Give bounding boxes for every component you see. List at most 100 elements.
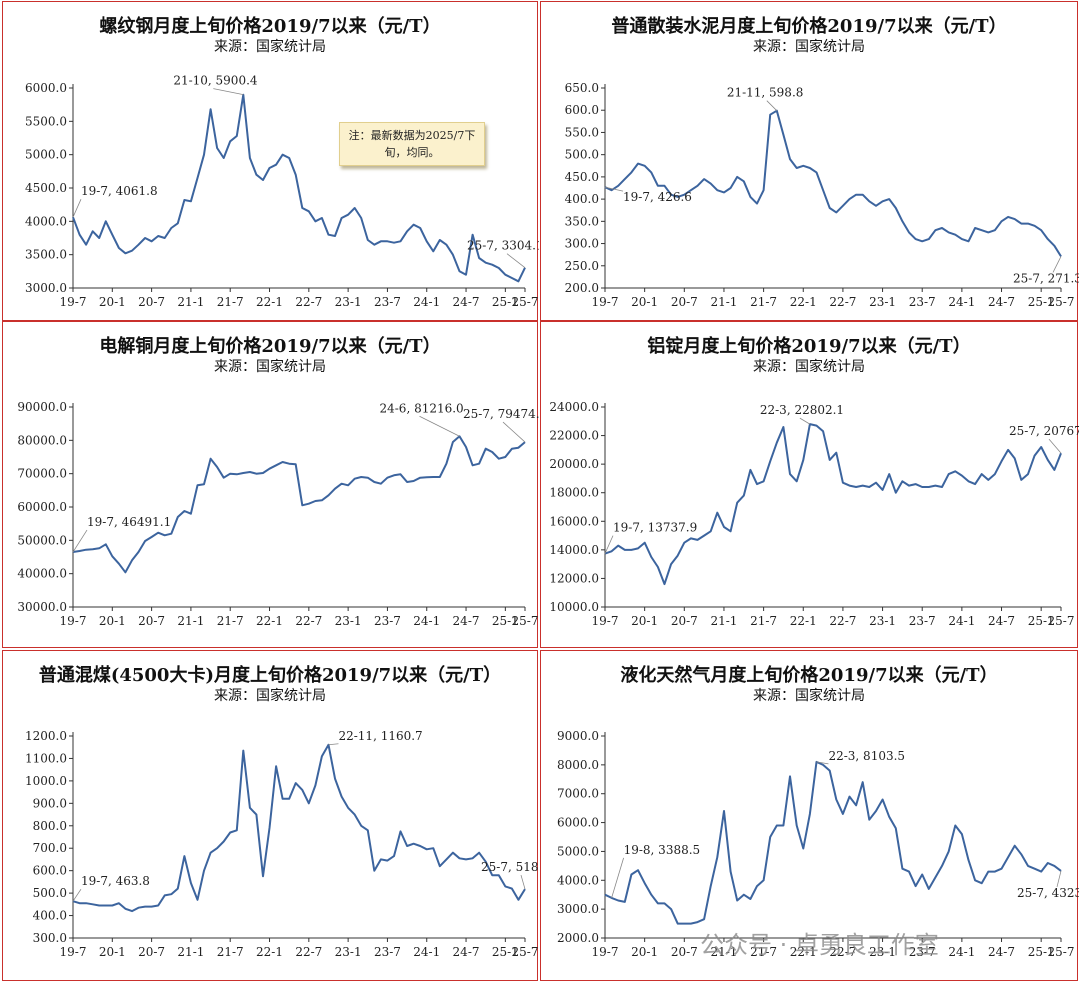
x-tick-label: 22-1 — [790, 614, 817, 628]
series-line — [72, 93, 526, 283]
annotation-leader — [419, 415, 460, 437]
x-tick-label: 25-7 — [1048, 614, 1075, 628]
y-tick-label: 18000.0 — [549, 486, 599, 500]
annotation-leader — [1048, 438, 1062, 454]
y-tick-label: 5000.0 — [557, 844, 599, 858]
x-tick-label: 22-1 — [256, 295, 283, 309]
annotation-leader — [1056, 870, 1062, 888]
y-tick-label: 2000.0 — [557, 931, 599, 945]
chart-title: 液化天然气月度上旬价格2019/7以来（元/T） — [620, 665, 998, 686]
series-line — [604, 760, 1062, 925]
data-label: 25-7, 3304.1 — [467, 239, 539, 253]
chart-title: 普通混煤(4500大卡)月度上旬价格2019/7以来（元/T） — [38, 665, 502, 686]
y-tick-label: 5500.0 — [25, 114, 67, 128]
annotation-leader — [72, 529, 88, 553]
x-tick-label: 25-1 — [492, 614, 519, 628]
x-tick-label: 25-7 — [1048, 945, 1075, 959]
chart-panel-coal: 普通混煤(4500大卡)月度上旬价格2019/7以来（元/T） 来源：国家统计局… — [2, 650, 539, 981]
y-tick-label: 700.0 — [33, 841, 67, 855]
x-tick-label: 22-7 — [829, 614, 856, 628]
x-tick-label: 21-7 — [750, 614, 777, 628]
data-label: 19-7, 426.6 — [623, 190, 692, 204]
x-tick-label: 21-7 — [217, 295, 244, 309]
chart-panel-cement: 普通散装水泥月度上旬价格2019/7以来（元/T） 来源：国家统计局 200.0… — [540, 1, 1079, 321]
watermark: 公众号 · 卓勇良工作室 — [700, 931, 939, 959]
y-tick-label: 4500.0 — [25, 181, 67, 195]
y-tick-label: 70000.0 — [17, 467, 67, 481]
chart-source: 来源：国家统计局 — [214, 359, 326, 375]
x-tick-label: 20-1 — [631, 295, 658, 309]
x-tick-label: 24-1 — [413, 945, 440, 959]
x-tick-label: 25-7 — [1048, 295, 1075, 309]
x-tick-label: 19-7 — [592, 945, 619, 959]
x-tick-label: 25-1 — [1028, 614, 1055, 628]
y-tick-label: 60000.0 — [17, 500, 67, 514]
x-tick-label: 22-1 — [790, 295, 817, 309]
x-tick-label: 19-7 — [60, 614, 87, 628]
x-tick-label: 24-1 — [948, 945, 975, 959]
data-label: 21-11, 598.8 — [727, 86, 804, 100]
x-tick-label: 25-1 — [492, 945, 519, 959]
x-tick-label: 22-7 — [829, 945, 856, 959]
y-tick-label: 600.0 — [33, 864, 67, 878]
data-label: 25-7, 79474.4 — [463, 407, 539, 421]
chart-plot: 200.0 250.0 300.0 350.0 400.0 450.0 500.0 550.0… — [565, 81, 1079, 309]
x-tick-label: 23-7 — [909, 945, 936, 959]
annotation-leader — [766, 100, 778, 111]
y-tick-label: 3000.0 — [557, 902, 599, 916]
y-tick-label: 10000.0 — [549, 600, 599, 614]
y-tick-label: 400.0 — [565, 192, 599, 206]
x-tick-label: 21-1 — [710, 945, 737, 959]
chart-plot: 30000.0 40000.0 50000.0 60000.0 70000.0 80000… — [17, 400, 539, 628]
y-tick-label: 300.0 — [33, 931, 67, 945]
x-tick-label: 21-7 — [750, 295, 777, 309]
x-tick-label: 25-1 — [492, 295, 519, 309]
y-tick-label: 16000.0 — [549, 514, 599, 528]
x-tick-label: 21-1 — [710, 614, 737, 628]
x-tick-label: 21-1 — [177, 295, 204, 309]
annotation-leader — [502, 421, 526, 443]
x-tick-label: 23-7 — [374, 614, 401, 628]
x-tick-label: 22-1 — [256, 945, 283, 959]
x-tick-label: 23-1 — [869, 295, 896, 309]
data-label: 25-7, 4323.7 — [1017, 886, 1079, 900]
y-tick-label: 250.0 — [565, 259, 599, 273]
x-tick-label: 22-1 — [790, 945, 817, 959]
y-tick-label: 500.0 — [565, 148, 599, 162]
y-tick-label: 6000.0 — [25, 81, 67, 95]
x-tick-label: 23-1 — [335, 945, 362, 959]
x-tick-label: 25-7 — [512, 945, 539, 959]
x-tick-label: 22-7 — [295, 945, 322, 959]
x-tick-label: 24-7 — [988, 295, 1015, 309]
x-tick-label: 25-7 — [512, 295, 539, 309]
x-tick-label: 19-7 — [592, 614, 619, 628]
x-tick-label: 19-7 — [60, 295, 87, 309]
y-tick-label: 40000.0 — [17, 567, 67, 581]
series-line — [72, 743, 526, 913]
x-tick-label: 20-1 — [99, 614, 126, 628]
annotation-leader — [72, 199, 82, 218]
x-tick-label: 22-7 — [829, 295, 856, 309]
y-tick-label: 7000.0 — [557, 787, 599, 801]
y-tick-label: 600.0 — [565, 103, 599, 117]
x-tick-label: 20-7 — [138, 614, 165, 628]
y-tick-label: 4000.0 — [557, 873, 599, 887]
chart-source: 来源：国家统计局 — [753, 688, 865, 704]
data-label: 25-7, 518.1 — [481, 860, 539, 874]
annotation-leader — [816, 761, 829, 765]
data-label: 19-7, 13737.9 — [613, 521, 697, 535]
chart-title: 螺纹钢月度上旬价格2019/7以来（元/T） — [99, 16, 441, 37]
y-tick-label: 20000.0 — [549, 457, 599, 471]
y-tick-label: 8000.0 — [557, 758, 599, 772]
x-tick-label: 19-7 — [60, 945, 87, 959]
data-label: 19-7, 4061.8 — [81, 184, 158, 198]
data-label: 25-7, 271.3 — [1013, 271, 1079, 285]
x-tick-label: 23-1 — [335, 295, 362, 309]
y-tick-label: 900.0 — [33, 796, 67, 810]
x-tick-label: 25-1 — [1028, 295, 1055, 309]
chart-title: 铝锭月度上旬价格2019/7以来（元/T） — [647, 336, 971, 357]
y-tick-label: 3000.0 — [25, 281, 67, 295]
annotation-leader — [506, 253, 526, 269]
data-label: 25-7, 20767.5 — [1009, 424, 1079, 438]
x-tick-label: 22-7 — [295, 614, 322, 628]
